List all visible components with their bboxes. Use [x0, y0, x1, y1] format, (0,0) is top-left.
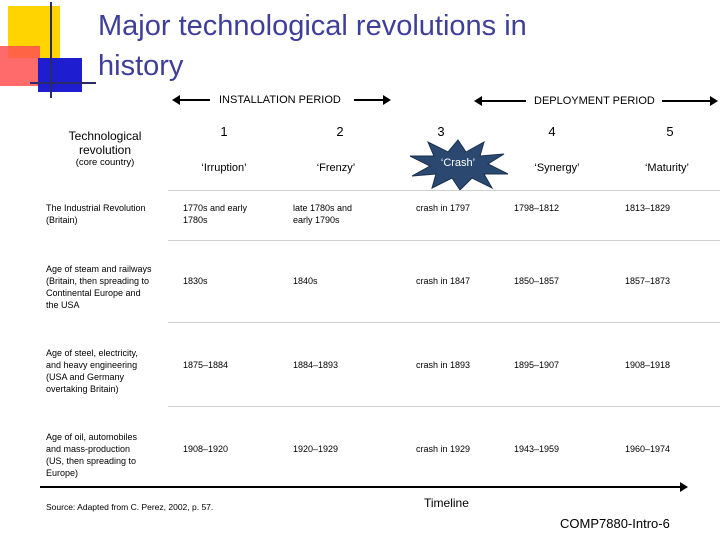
phase-2-number: 2 — [336, 124, 344, 139]
row-2-cell-maturity: 1857–1873 — [625, 276, 671, 286]
decor-horizontal-line — [30, 82, 96, 84]
phase-1-number: 1 — [220, 124, 228, 139]
title-line-2: history — [98, 50, 184, 82]
installation-period-label: INSTALLATION PERIOD — [219, 94, 341, 106]
timeline-label: Timeline — [424, 496, 469, 510]
phase-4-number: 4 — [548, 124, 556, 139]
installation-arrow-left-line — [178, 99, 210, 101]
deployment-arrow-left-icon — [474, 96, 482, 106]
phase-1-name: ‘Irruption’ — [201, 162, 247, 174]
row-1-label: The Industrial Revolution (Britain) — [46, 203, 146, 225]
row-4-cell-crash: crash in 1929 — [416, 444, 471, 454]
row-1-cell-synergy: 1798–1812 — [514, 203, 560, 213]
row-4-label: Age of oil, automobiles and mass-product… — [46, 432, 138, 478]
phase-3-name: ‘Crash’ — [440, 157, 476, 169]
row-divider-3 — [168, 406, 720, 407]
source-note: Source: Adapted from C. Perez, 2002, p. … — [46, 502, 214, 512]
phase-4-name: ‘Synergy’ — [534, 162, 580, 174]
row-4-cell-frenzy: 1920–1929 — [293, 444, 339, 454]
installation-arrow-right-icon — [383, 95, 391, 105]
row-divider-1 — [168, 240, 720, 241]
row-2-cell-irruption: 1830s — [183, 276, 208, 286]
decor-red-square — [0, 46, 40, 86]
phase-2-name: ‘Frenzy’ — [316, 162, 356, 174]
row-3-cell-frenzy: 1884–1893 — [293, 360, 339, 370]
installation-arrow-left-icon — [172, 95, 180, 105]
row-2-label: Age of steam and railways (Britain, then… — [46, 264, 152, 310]
header-divider — [168, 190, 720, 191]
row-3-cell-synergy: 1895–1907 — [514, 360, 560, 370]
row-divider-2 — [168, 322, 720, 323]
header-core-country: (core country) — [75, 157, 135, 168]
deployment-arrow-right-line — [662, 100, 712, 102]
row-1-cell-frenzy: late 1780s and early 1790s — [293, 203, 353, 225]
row-4-cell-irruption: 1908–1920 — [183, 444, 229, 454]
row-4-cell-synergy: 1943–1959 — [514, 444, 560, 454]
title-line-1: Major technological revolutions in — [98, 10, 527, 42]
decor-vertical-line — [50, 2, 52, 98]
deployment-arrow-right-icon — [710, 96, 718, 106]
slide-title: Major technological revolutions in histo… — [98, 6, 658, 86]
phase-3-number: 3 — [437, 124, 445, 139]
timeline-axis-line — [40, 486, 680, 488]
installation-arrow-right-line — [354, 99, 384, 101]
row-1-cell-crash: crash in 1797 — [416, 203, 471, 213]
row-4-cell-maturity: 1960–1974 — [625, 444, 671, 454]
row-1-cell-maturity: 1813–1829 — [625, 203, 671, 213]
slide-footer: COMP7880-Intro-6 — [560, 516, 670, 531]
phase-5-number: 5 — [666, 124, 674, 139]
row-2-cell-synergy: 1850–1857 — [514, 276, 560, 286]
decor-blue-square — [38, 58, 82, 92]
deployment-period-label: DEPLOYMENT PERIOD — [534, 95, 655, 107]
row-3-label: Age of steel, electricity, and heavy eng… — [46, 348, 138, 394]
row-3-cell-irruption: 1875–1884 — [183, 360, 229, 370]
deployment-arrow-left-line — [480, 100, 526, 102]
phase-5-name: ‘Maturity’ — [644, 162, 689, 174]
header-tech-revolution: Technological revolution — [68, 129, 142, 157]
row-2-cell-frenzy: 1840s — [293, 276, 318, 286]
row-2-cell-crash: crash in 1847 — [416, 276, 471, 286]
timeline-arrow-icon — [680, 482, 688, 492]
row-3-cell-crash: crash in 1893 — [416, 360, 471, 370]
row-1-cell-irruption: 1770s and early 1780s — [183, 203, 248, 225]
row-3-cell-maturity: 1908–1918 — [625, 360, 671, 370]
crash-star-icon — [409, 139, 509, 190]
